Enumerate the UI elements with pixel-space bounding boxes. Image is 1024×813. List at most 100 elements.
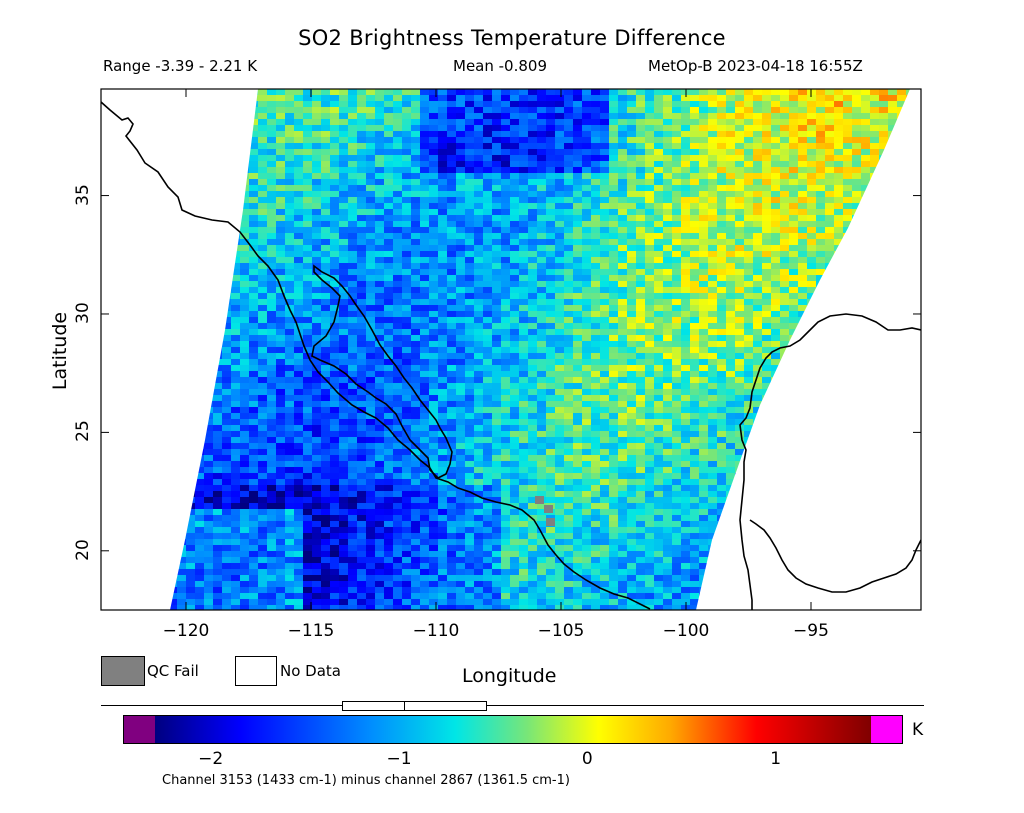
swath-pixel xyxy=(690,431,699,437)
swath-pixel xyxy=(177,335,186,341)
swath-pixel xyxy=(375,269,384,275)
swath-pixel xyxy=(879,377,888,383)
swath-pixel xyxy=(492,233,501,239)
swath-pixel xyxy=(375,113,384,119)
swath-pixel xyxy=(861,269,870,275)
swath-pixel xyxy=(528,167,537,173)
swath-pixel xyxy=(627,323,636,329)
swath-pixel xyxy=(213,341,222,347)
swath-pixel xyxy=(744,335,753,341)
swath-pixel xyxy=(744,143,753,149)
swath-pixel xyxy=(681,119,690,125)
swath-pixel xyxy=(717,335,726,341)
swath-pixel xyxy=(483,131,492,137)
swath-pixel xyxy=(843,419,852,425)
swath-pixel xyxy=(888,95,897,101)
swath-pixel xyxy=(816,371,825,377)
swath-pixel xyxy=(726,131,735,137)
swath-pixel xyxy=(231,191,240,197)
swath-pixel xyxy=(780,203,789,209)
swath-pixel xyxy=(339,389,348,395)
swath-pixel xyxy=(501,329,510,335)
swath-pixel xyxy=(681,257,690,263)
swath-pixel xyxy=(708,347,717,353)
swath-pixel xyxy=(744,293,753,299)
swath-pixel xyxy=(672,419,681,425)
swath-pixel xyxy=(402,371,411,377)
swath-pixel xyxy=(474,227,483,233)
swath-pixel xyxy=(465,173,474,179)
swath-pixel xyxy=(294,353,303,359)
swath-pixel xyxy=(699,221,708,227)
swath-pixel xyxy=(420,401,429,407)
swath-pixel xyxy=(546,119,555,125)
swath-pixel xyxy=(753,125,762,131)
swath-pixel xyxy=(708,191,717,197)
swath-pixel xyxy=(510,419,519,425)
swath-pixel xyxy=(771,257,780,263)
swath-pixel xyxy=(663,95,672,101)
swath-pixel xyxy=(177,233,186,239)
swath-pixel xyxy=(438,155,447,161)
swath-pixel xyxy=(735,341,744,347)
swath-pixel xyxy=(816,161,825,167)
swath-pixel xyxy=(402,131,411,137)
swath-pixel xyxy=(492,419,501,425)
swath-pixel xyxy=(555,407,564,413)
swath-pixel xyxy=(411,155,420,161)
swath-pixel xyxy=(159,407,168,413)
swath-pixel xyxy=(825,263,834,269)
swath-pixel xyxy=(339,179,348,185)
swath-pixel xyxy=(627,365,636,371)
swath-pixel xyxy=(501,335,510,341)
swath-pixel xyxy=(420,293,429,299)
swath-pixel xyxy=(150,245,159,251)
swath-pixel xyxy=(798,209,807,215)
swath-pixel xyxy=(159,155,168,161)
swath-pixel xyxy=(618,209,627,215)
swath-pixel xyxy=(366,215,375,221)
swath-pixel xyxy=(267,185,276,191)
swath-pixel xyxy=(249,167,258,173)
swath-pixel xyxy=(474,401,483,407)
swath-pixel xyxy=(771,407,780,413)
swath-pixel xyxy=(798,395,807,401)
swath-pixel xyxy=(789,263,798,269)
swath-pixel xyxy=(159,263,168,269)
swath-pixel xyxy=(870,101,879,107)
swath-pixel xyxy=(267,257,276,263)
swath-pixel xyxy=(186,107,195,113)
swath-pixel xyxy=(501,383,510,389)
swath-pixel xyxy=(492,143,501,149)
swath-pixel xyxy=(393,179,402,185)
swath-pixel xyxy=(564,437,573,443)
swath-pixel xyxy=(402,305,411,311)
swath-pixel xyxy=(852,401,861,407)
swath-pixel xyxy=(267,167,276,173)
swath-pixel xyxy=(663,365,672,371)
swath-pixel xyxy=(573,425,582,431)
swath-pixel xyxy=(429,407,438,413)
swath-pixel xyxy=(348,365,357,371)
swath-pixel xyxy=(150,203,159,209)
swath-pixel xyxy=(582,245,591,251)
swath-pixel xyxy=(330,437,339,443)
swath-pixel xyxy=(177,413,186,419)
swath-pixel xyxy=(600,209,609,215)
swath-pixel xyxy=(384,191,393,197)
swath-pixel xyxy=(852,185,861,191)
swath-pixel xyxy=(807,209,816,215)
swath-pixel xyxy=(771,119,780,125)
swath-pixel xyxy=(789,389,798,395)
swath-pixel xyxy=(897,215,906,221)
swath-pixel xyxy=(366,431,375,437)
swath-pixel xyxy=(357,395,366,401)
swath-pixel xyxy=(474,89,483,95)
swath-pixel xyxy=(690,281,699,287)
swath-pixel xyxy=(231,239,240,245)
swath-pixel xyxy=(627,419,636,425)
swath-pixel xyxy=(897,263,906,269)
swath-pixel xyxy=(510,167,519,173)
swath-pixel xyxy=(321,413,330,419)
swath-pixel xyxy=(474,131,483,137)
